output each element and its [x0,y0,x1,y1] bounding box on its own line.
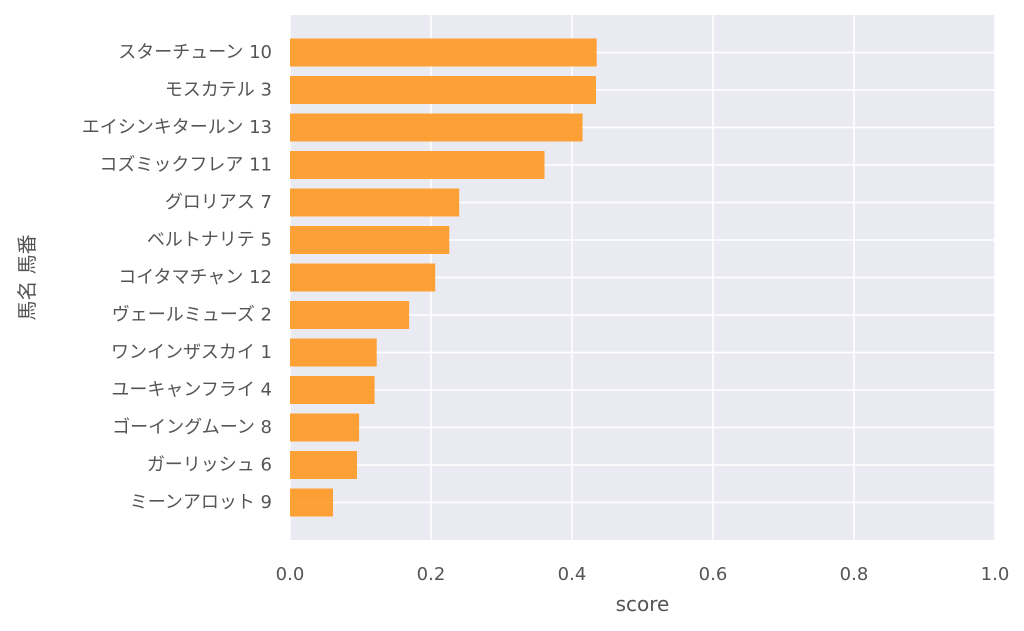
x-tick-label: 0.2 [417,564,446,585]
y-tick-label: スターチューン 10 [118,42,272,63]
x-tick-labels: 0.0 0.2 0.4 0.6 0.8 1.0 [276,564,1010,585]
bar [290,301,410,329]
bar [290,451,357,479]
x-tick-label: 0.0 [276,564,305,585]
y-tick-label: ガーリッシュ 6 [147,455,272,476]
x-tick-label: 0.8 [840,564,869,585]
bar [290,113,583,142]
y-tick-label: ゴーイングムーン 8 [112,417,272,438]
y-tick-label: ユーキャンフライ 4 [111,380,272,401]
y-tick-label: エイシンキタールン 13 [82,117,272,138]
x-axis-label: score [616,592,670,616]
bar [290,151,545,179]
y-tick-label: モスカテル 3 [165,80,272,101]
x-tick-label: 0.4 [558,564,587,585]
y-tick-label: ヴェールミューズ 2 [112,305,272,326]
bar [290,376,375,404]
bars [290,38,597,517]
y-tick-label: ワンインザスカイ 1 [111,342,272,363]
bar [290,188,460,217]
y-tick-label: ベルトナリテ 5 [147,230,272,251]
y-tick-label: グロリアス 7 [165,192,272,213]
y-tick-label: ミーンアロット 9 [130,492,272,513]
bar [290,226,450,254]
bar [290,76,596,104]
y-axis-label: 馬名 馬番 [15,234,39,320]
y-tick-labels: スターチューン 10 モスカテル 3 エイシンキタールン 13 コズミックフレア 11… [82,42,272,513]
bar [290,338,377,367]
bar [290,38,597,67]
bar [290,488,334,517]
bar [290,263,436,292]
y-tick-label: コズミックフレア 11 [99,155,272,176]
y-tick-label: コイタマチャン 12 [118,267,272,288]
bar [290,413,360,442]
x-tick-label: 1.0 [981,564,1010,585]
x-tick-label: 0.6 [699,564,728,585]
